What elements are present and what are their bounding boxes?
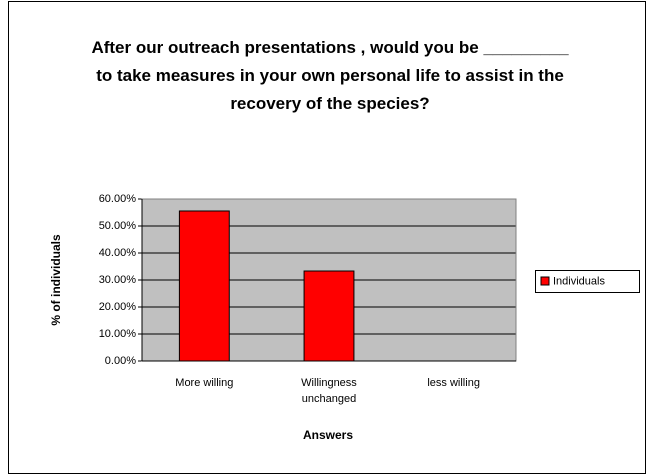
y-tick-label: 60.00% xyxy=(99,193,137,205)
y-tick-label: 50.00% xyxy=(99,220,137,232)
legend-swatch xyxy=(540,276,550,286)
y-axis-label: % of individuals xyxy=(49,234,63,326)
y-tick-label: 30.00% xyxy=(99,274,137,286)
x-tick-label: More willing xyxy=(175,377,234,389)
x-tick-label: less willing xyxy=(427,377,480,389)
bar xyxy=(178,210,230,362)
y-tick-label: 40.00% xyxy=(99,247,137,259)
legend-label: Individuals xyxy=(553,275,605,287)
bar xyxy=(303,270,355,362)
y-tick-label: 0.00% xyxy=(105,355,136,367)
chart-border xyxy=(8,1,646,474)
y-tick-label: 20.00% xyxy=(99,301,137,313)
y-tick-label: 10.00% xyxy=(99,328,137,340)
x-tick-label: Willingness unchanged xyxy=(301,377,357,405)
x-axis-label: Answers xyxy=(303,428,353,442)
chart-title: After our outreach presentations , would… xyxy=(91,38,569,113)
legend-box xyxy=(535,270,640,293)
